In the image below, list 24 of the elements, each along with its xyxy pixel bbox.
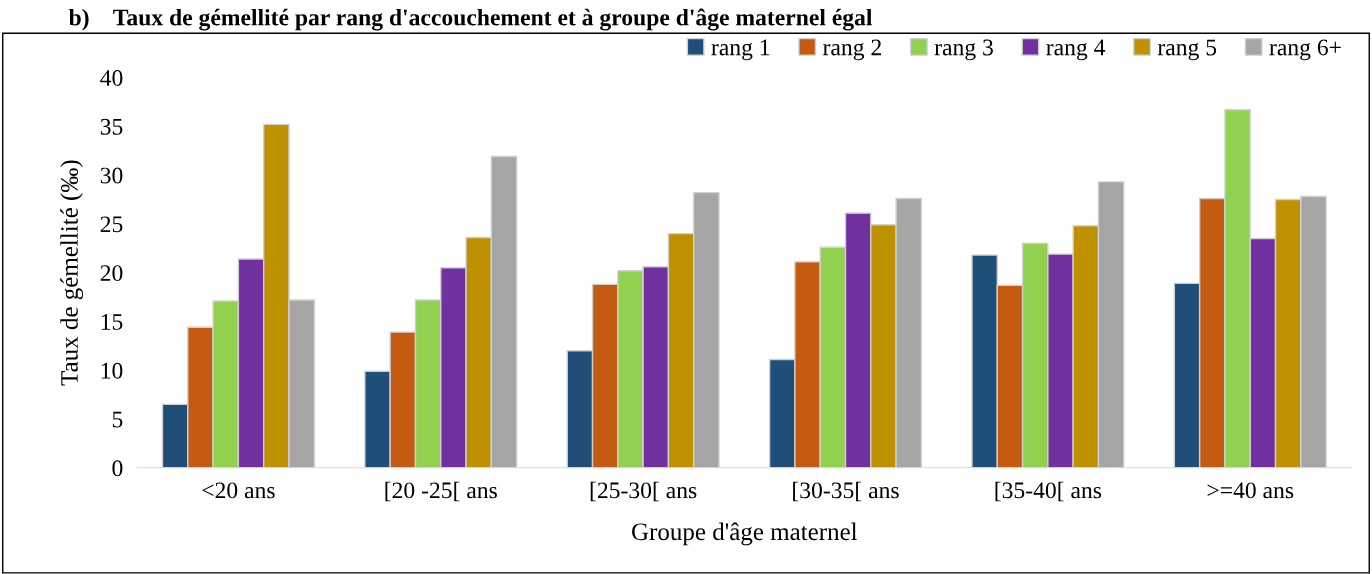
y-tick-label: 0: [112, 460, 123, 477]
legend-label: rang 5: [1157, 39, 1217, 61]
legend-label: rang 4: [1046, 39, 1106, 61]
y-tick-label: 15: [101, 314, 123, 330]
legend-label: rang 2: [823, 39, 881, 61]
chart-title: b) Taux de gémellité par rang d'accouchement et à groupe d'âge maternel égal: [68, 8, 873, 31]
legend-label: rang 3: [934, 39, 993, 61]
x-axis-title: Groupe d'âge maternel: [632, 522, 858, 546]
x-tick-label: [25-30[ ans: [590, 481, 697, 502]
y-tick-label: 20: [100, 265, 123, 282]
legend-label: rang 1: [711, 39, 770, 61]
y-tick-label: 35: [100, 118, 123, 135]
y-tick-label: 5: [112, 411, 123, 428]
y-tick-label: 25: [100, 216, 123, 233]
legend-label: rang 6+: [1269, 39, 1341, 61]
x-tick-label: <20 ans: [202, 482, 275, 499]
x-tick-label: [20 -25[ ans: [385, 481, 497, 502]
x-tick-label: [30-35[ ans: [793, 481, 899, 502]
y-tick-label: 10: [101, 362, 123, 379]
y-axis-title: Taux de gémellité (‰): [60, 160, 84, 386]
x-tick-label: [35-40[ ans: [995, 481, 1102, 502]
x-tick-label: >=40 ans: [1207, 482, 1294, 499]
y-tick-label: 30: [100, 167, 123, 184]
y-tick-label: 40: [100, 69, 123, 86]
